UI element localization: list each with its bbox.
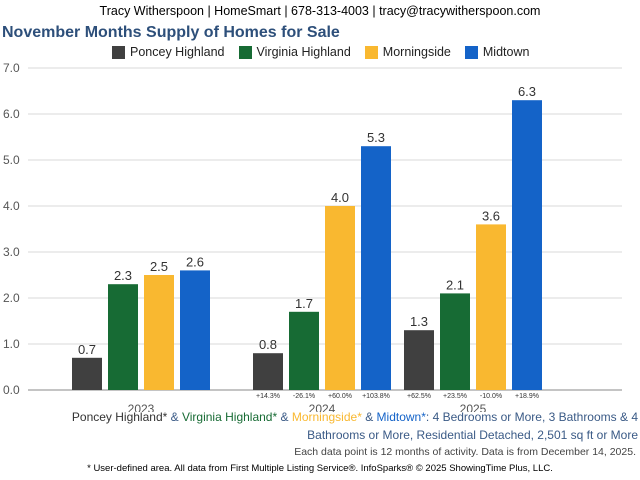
data-label: 4.0 <box>331 190 349 205</box>
data-label: 1.7 <box>295 296 313 311</box>
data-label: 5.3 <box>367 130 385 145</box>
change-label: +23.5% <box>443 393 467 400</box>
footnote-area: Virginia Highland* <box>181 410 278 424</box>
footnote-area: Midtown* <box>376 410 426 424</box>
bar <box>361 146 391 390</box>
change-label: +18.9% <box>515 393 539 400</box>
contact-text: Tracy Witherspoon | HomeSmart | 678-313-… <box>99 4 541 18</box>
footnote-line-1: Poncey Highland* & Virginia Highland* & … <box>72 410 638 424</box>
bar <box>325 206 355 390</box>
footnote-joiner: & <box>361 410 377 424</box>
bar <box>108 284 138 390</box>
change-label: +103.8% <box>362 393 390 400</box>
change-label: +60.0% <box>328 393 352 400</box>
data-label: 2.1 <box>446 277 464 292</box>
contact-bar: Tracy Witherspoon | HomeSmart | 678-313-… <box>0 0 640 22</box>
legend-label: Midtown <box>482 45 530 59</box>
chart-title: November Months Supply of Homes for Sale <box>2 24 340 41</box>
legend-label: Virginia Highland <box>256 45 351 59</box>
legend-item-morningside[interactable]: Morningside <box>364 45 451 59</box>
bar <box>512 100 542 390</box>
bar <box>144 275 174 390</box>
bar-chart: 0.0 1.0 2.0 3.0 4.0 5.0 6.0 7.0 0.7 2.3 2.5 2.6 2023… <box>3 61 622 412</box>
legend-swatch <box>464 45 478 59</box>
data-label: 2.6 <box>186 254 204 269</box>
bar <box>404 330 434 390</box>
legend-item-midtown[interactable]: Midtown <box>464 45 530 59</box>
legend-item-poncey-highland[interactable]: Poncey Highland <box>112 45 225 59</box>
footnote-area: Poncey Highland* <box>71 410 168 424</box>
data-label: 2.5 <box>150 259 168 274</box>
data-period-note: Each data point is 12 months of activity… <box>294 446 636 458</box>
y-tick-label: 1.0 <box>3 337 20 351</box>
x-tick-label: 2025 <box>460 402 487 412</box>
legend-item-virginia-highland[interactable]: Virginia Highland <box>238 45 351 59</box>
x-tick-label: 2023 <box>128 402 155 412</box>
legend-swatch <box>238 45 252 59</box>
data-label: 0.7 <box>78 342 96 357</box>
y-tick-label: 3.0 <box>3 245 20 259</box>
bar <box>440 293 470 390</box>
data-label: 3.6 <box>482 208 500 223</box>
bar <box>72 357 102 390</box>
data-label: 2.3 <box>114 268 132 283</box>
y-tick-label: 5.0 <box>3 153 20 167</box>
chart-legend: Poncey Highland Virginia Highland Mornin… <box>112 45 529 59</box>
footnote-area: Morningside* <box>291 410 362 424</box>
bar <box>476 224 506 390</box>
bar <box>289 311 319 390</box>
change-label: +14.3% <box>256 393 280 400</box>
data-label: 0.8 <box>259 337 277 352</box>
change-label: +62.5% <box>407 393 431 400</box>
legend-label: Poncey Highland <box>130 45 225 59</box>
x-tick-label: 2024 <box>309 402 336 412</box>
bar <box>180 270 210 390</box>
footnote-criteria: : 4 Bedrooms or More, 3 Bathrooms & 4 <box>425 410 638 424</box>
y-tick-label: 6.0 <box>3 107 20 121</box>
footnote-criteria-cont: Bathrooms or More, Residential Detached,… <box>307 428 638 442</box>
legend-swatch <box>112 45 125 59</box>
y-tick-label: 0.0 <box>3 383 20 397</box>
bar <box>253 353 283 390</box>
y-tick-label: 7.0 <box>3 61 20 75</box>
data-label: 1.3 <box>410 314 428 329</box>
legend-swatch <box>364 45 378 59</box>
footnote-joiner: & <box>277 410 292 424</box>
data-label: 6.3 <box>518 84 536 99</box>
source-note: * User-defined area. All data from First… <box>87 463 553 474</box>
change-label: -26.1% <box>293 393 315 400</box>
footnote-line-2: Bathrooms or More, Residential Detached,… <box>307 428 638 442</box>
footnote-joiner: & <box>167 410 182 424</box>
legend-label: Morningside <box>382 45 451 59</box>
y-tick-label: 4.0 <box>3 199 20 213</box>
y-tick-label: 2.0 <box>3 291 20 305</box>
change-label: -10.0% <box>480 393 502 400</box>
